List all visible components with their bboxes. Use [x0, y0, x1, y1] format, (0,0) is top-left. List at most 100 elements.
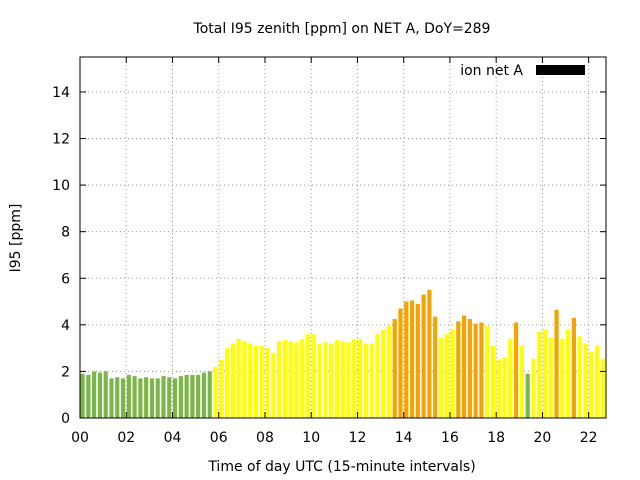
plot-frame [79, 56, 607, 419]
bar [554, 309, 559, 418]
bar [490, 345, 496, 418]
bar [311, 334, 316, 418]
y-tick-label: 6 [61, 271, 70, 287]
x-tick-label: 12 [349, 430, 367, 446]
bar [404, 301, 409, 418]
bar [80, 373, 85, 418]
bar [577, 336, 582, 418]
x-tick-label: 08 [256, 430, 274, 446]
bar [294, 342, 299, 418]
bar [566, 329, 571, 418]
bar [496, 359, 501, 418]
bar [542, 329, 548, 418]
bar [409, 300, 415, 418]
bar [456, 321, 461, 418]
bar [305, 334, 311, 418]
bar [583, 343, 588, 418]
y-tick-label: 2 [61, 364, 70, 380]
bar [398, 308, 403, 418]
bar [288, 341, 293, 418]
x-tick-label: 14 [395, 430, 413, 446]
y-tick-label: 10 [52, 178, 70, 194]
bar [571, 317, 576, 418]
bars [80, 289, 605, 418]
bar [172, 378, 178, 418]
bar [375, 334, 380, 418]
bar [97, 372, 103, 418]
bar [271, 352, 276, 418]
bar [196, 374, 201, 418]
legend: ion net A [460, 63, 585, 79]
bar [548, 337, 553, 418]
bar [236, 338, 241, 418]
x-axis-label: Time of day UTC (15-minute intervals) [207, 459, 475, 475]
bar [190, 374, 195, 418]
bar [213, 366, 218, 418]
y-tick-label: 0 [61, 411, 70, 427]
legend-swatch [536, 65, 585, 75]
y-axis-label: I95 [ppm] [8, 204, 24, 273]
bar [461, 315, 467, 418]
bar [600, 358, 605, 418]
bar [253, 345, 259, 418]
y-tick-label: 8 [61, 225, 70, 241]
bar [334, 339, 339, 418]
x-tick-label: 04 [164, 430, 182, 446]
bar [120, 378, 126, 418]
bar [473, 323, 478, 418]
bar [594, 345, 600, 418]
bar [433, 316, 438, 418]
bar [259, 345, 264, 418]
bar [386, 326, 392, 418]
bar [357, 338, 363, 418]
bar [86, 374, 91, 418]
bar [346, 342, 351, 418]
bar [421, 294, 426, 418]
legend-label: ion net A [460, 63, 523, 79]
bar [300, 338, 305, 418]
bar [248, 343, 253, 418]
bar [219, 359, 224, 418]
bar [184, 374, 189, 418]
bar [415, 303, 420, 418]
bar [92, 371, 97, 418]
bar [485, 326, 490, 418]
bar [225, 348, 230, 418]
bar [317, 343, 322, 418]
bar [444, 334, 449, 418]
bar [167, 377, 172, 418]
bar [329, 343, 334, 418]
bar [363, 343, 368, 418]
x-tick-label: 02 [117, 430, 135, 446]
bar [132, 376, 137, 418]
x-tick-label: 10 [302, 430, 320, 446]
x-tick-label: 00 [71, 430, 89, 446]
bar [427, 289, 432, 418]
bar [589, 351, 594, 418]
bar [207, 371, 212, 418]
bar [103, 371, 108, 418]
bar [508, 338, 513, 418]
bar [323, 342, 328, 418]
y-tick-label: 12 [52, 132, 70, 148]
bar [109, 378, 114, 418]
bar [467, 319, 472, 418]
x-tick-label: 22 [580, 430, 598, 446]
bar [115, 377, 120, 418]
bar [340, 341, 345, 418]
y-tick-label: 4 [61, 318, 70, 334]
bar [438, 337, 444, 418]
bar [369, 343, 374, 418]
chart-title: Total I95 zenith [ppm] on NET A, DoY=289 [193, 21, 491, 37]
bar [230, 343, 235, 418]
x-tick-label: 18 [487, 430, 505, 446]
bar [138, 378, 143, 418]
x-tick-label: 16 [441, 430, 459, 446]
bar [265, 348, 270, 418]
bar [560, 338, 565, 418]
x-tick-label: 20 [534, 430, 552, 446]
bar [144, 377, 149, 418]
bar [277, 341, 282, 418]
